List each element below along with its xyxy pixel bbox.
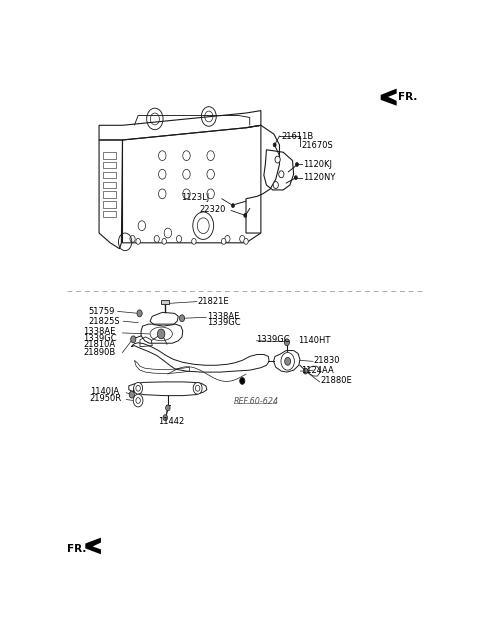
- Circle shape: [157, 329, 165, 339]
- Text: 21810A: 21810A: [84, 340, 116, 349]
- Text: 1123LJ: 1123LJ: [181, 193, 209, 202]
- Circle shape: [221, 238, 226, 244]
- Circle shape: [273, 182, 278, 188]
- Circle shape: [195, 385, 200, 391]
- Circle shape: [164, 228, 172, 238]
- Text: 1339GC: 1339GC: [256, 335, 290, 344]
- Circle shape: [183, 169, 190, 179]
- Text: FR.: FR.: [398, 92, 417, 102]
- Circle shape: [240, 235, 245, 242]
- FancyBboxPatch shape: [161, 300, 168, 304]
- Polygon shape: [381, 88, 396, 106]
- Circle shape: [137, 310, 142, 317]
- Circle shape: [136, 238, 140, 244]
- Circle shape: [129, 391, 134, 398]
- Text: 1339GC: 1339GC: [84, 334, 117, 343]
- Circle shape: [154, 235, 159, 242]
- Circle shape: [207, 169, 215, 179]
- Circle shape: [136, 398, 140, 403]
- Text: FR.: FR.: [67, 544, 87, 554]
- Text: 21830: 21830: [314, 356, 340, 365]
- Text: 1339GC: 1339GC: [207, 317, 240, 327]
- Text: 1120KJ: 1120KJ: [303, 160, 332, 169]
- Circle shape: [158, 169, 166, 179]
- Text: 11442: 11442: [158, 417, 184, 426]
- Polygon shape: [85, 537, 101, 555]
- Circle shape: [207, 189, 215, 198]
- Circle shape: [131, 336, 136, 343]
- Circle shape: [158, 189, 166, 198]
- Circle shape: [138, 221, 145, 231]
- Circle shape: [273, 143, 276, 147]
- Circle shape: [133, 394, 143, 407]
- Circle shape: [163, 415, 168, 420]
- Circle shape: [133, 382, 143, 394]
- Circle shape: [177, 235, 181, 242]
- Text: 21611B: 21611B: [281, 132, 313, 141]
- Circle shape: [136, 385, 140, 391]
- Circle shape: [183, 151, 190, 160]
- Text: 1140HT: 1140HT: [298, 336, 330, 345]
- Circle shape: [183, 189, 190, 198]
- Circle shape: [192, 238, 196, 244]
- Text: 1140JA: 1140JA: [90, 387, 119, 396]
- Circle shape: [284, 339, 289, 346]
- Text: 21821E: 21821E: [197, 296, 228, 306]
- Circle shape: [166, 405, 170, 411]
- Circle shape: [279, 171, 284, 177]
- Circle shape: [303, 368, 308, 374]
- Text: 21880E: 21880E: [321, 377, 352, 385]
- Circle shape: [207, 151, 215, 160]
- Text: 1338AE: 1338AE: [207, 312, 240, 321]
- Text: 1120NY: 1120NY: [303, 173, 336, 182]
- Circle shape: [158, 151, 166, 160]
- Circle shape: [296, 163, 299, 167]
- Text: 21890B: 21890B: [84, 348, 116, 357]
- Circle shape: [193, 382, 202, 394]
- Circle shape: [130, 235, 135, 242]
- Text: 1338AE: 1338AE: [84, 328, 116, 336]
- Text: 21950R: 21950R: [90, 394, 122, 403]
- Text: REF.60-624: REF.60-624: [234, 396, 279, 406]
- Text: 22320: 22320: [200, 205, 226, 214]
- Text: 51759: 51759: [88, 307, 114, 316]
- Circle shape: [231, 204, 234, 207]
- Circle shape: [244, 238, 248, 244]
- Circle shape: [294, 176, 297, 179]
- Circle shape: [225, 235, 230, 242]
- Text: 21825S: 21825S: [88, 317, 120, 326]
- Text: 21670S: 21670S: [302, 141, 334, 150]
- Circle shape: [180, 315, 185, 322]
- Circle shape: [285, 357, 290, 365]
- Text: 1124AA: 1124AA: [301, 366, 334, 375]
- Circle shape: [275, 156, 280, 163]
- Circle shape: [162, 238, 167, 244]
- Circle shape: [244, 214, 247, 218]
- Circle shape: [240, 378, 245, 384]
